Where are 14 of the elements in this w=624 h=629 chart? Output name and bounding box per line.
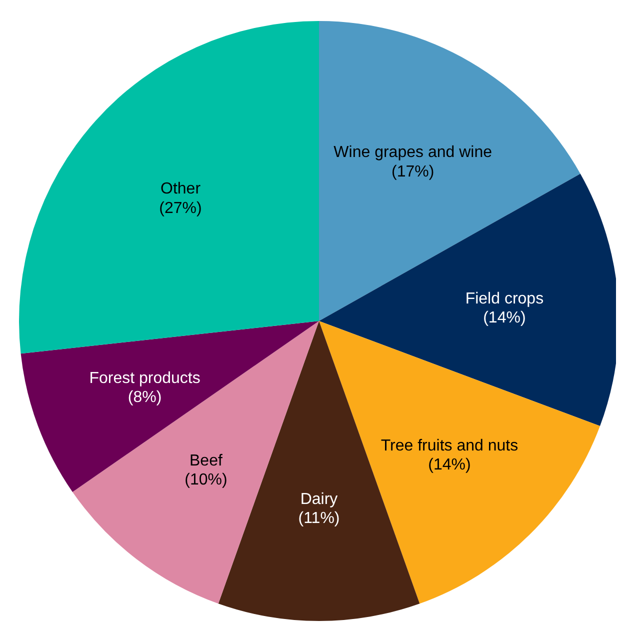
slice-label: Field crops	[465, 290, 544, 308]
slice-label: Tree fruits and nuts	[380, 437, 518, 454]
slice-label: Forest products	[89, 370, 200, 387]
data-label: (27%)	[159, 200, 202, 217]
slice-label: Beef	[190, 452, 223, 470]
data-label: (11%)	[298, 510, 340, 527]
data-label: (17%)	[391, 163, 434, 180]
slice-label: Other	[160, 180, 202, 198]
data-label: (10%)	[184, 472, 228, 489]
data-label: (14%)	[483, 310, 526, 327]
data-label: (14%)	[428, 456, 471, 474]
data-label: (8%)	[128, 389, 162, 406]
slice-label: Dairy	[300, 490, 338, 508]
slice-label: Wine grapes and wine	[334, 144, 492, 162]
